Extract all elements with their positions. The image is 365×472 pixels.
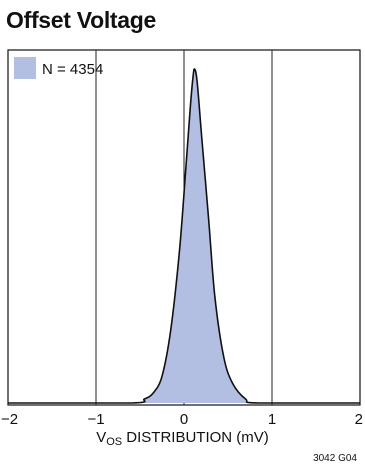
x-axis-label-main: V bbox=[96, 429, 107, 446]
legend: N = 4354 bbox=[14, 57, 103, 79]
x-axis-label-subscript: OS bbox=[106, 436, 123, 448]
legend-label: N = 4354 bbox=[42, 61, 103, 78]
x-axis-label: VOS DISTRIBUTION (mV) bbox=[0, 428, 365, 448]
chart-title: Offset Voltage bbox=[6, 7, 157, 33]
x-tick-label: −2 bbox=[1, 411, 18, 428]
density-curve bbox=[8, 68, 360, 404]
x-tick-label: 1 bbox=[268, 411, 276, 428]
x-tick-labels: −2 −1 0 1 2 bbox=[1, 411, 363, 428]
figure-id: 3042 G04 bbox=[313, 453, 357, 464]
x-tick-label: 0 bbox=[180, 411, 188, 428]
x-tick-label: −1 bbox=[87, 411, 104, 428]
legend-swatch bbox=[14, 57, 36, 79]
x-tick-label: 2 bbox=[355, 411, 363, 428]
x-axis-label-rest: DISTRIBUTION (mV) bbox=[122, 429, 269, 446]
